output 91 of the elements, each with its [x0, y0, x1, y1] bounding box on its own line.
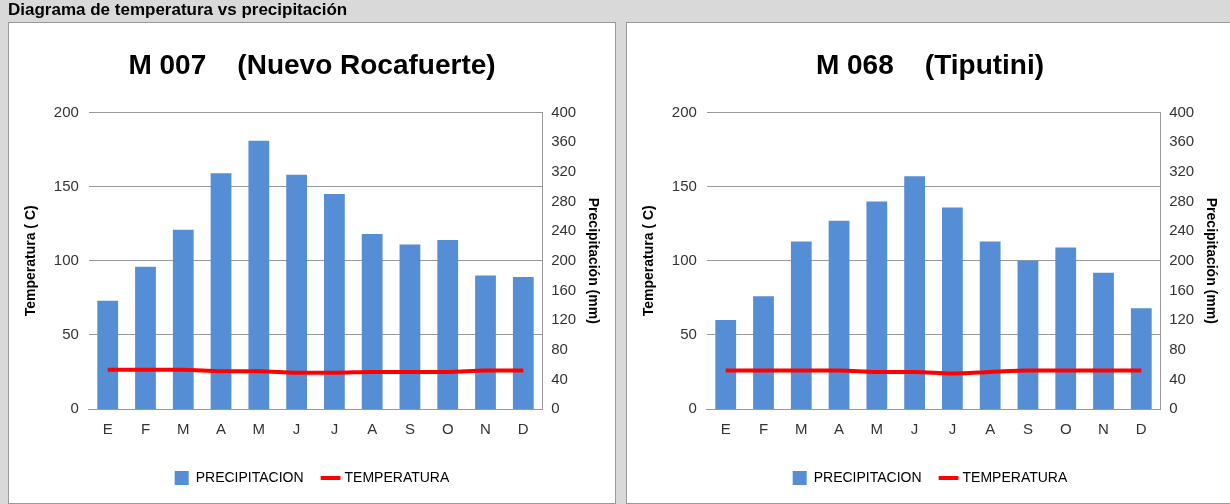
bar — [979, 241, 1001, 409]
x-tick-label: O — [441, 420, 454, 438]
y-axis-title: Temperatura ( C) — [640, 205, 657, 317]
bar — [1017, 260, 1039, 409]
y2-tick-label: 200 — [1169, 250, 1195, 268]
bar — [828, 220, 850, 409]
y-tick-label: 50 — [62, 325, 79, 343]
y-tick-label: 0 — [70, 399, 79, 417]
bar — [942, 207, 963, 409]
y2-axis-title: Precipitación (mm) — [1203, 197, 1220, 324]
bar — [1093, 272, 1114, 409]
y-tick-label: 100 — [671, 250, 697, 268]
y2-tick-label: 280 — [551, 191, 577, 209]
bar — [399, 244, 421, 409]
legend-label: TEMPERATURA — [962, 468, 1068, 485]
bar — [286, 174, 307, 409]
y2-tick-label: 360 — [551, 132, 577, 150]
x-tick-label: M — [177, 420, 190, 438]
bar — [135, 266, 156, 409]
bar — [1055, 247, 1077, 409]
y2-tick-label: 400 — [551, 102, 577, 120]
x-tick-label: A — [834, 420, 845, 438]
x-tick-label: S — [1022, 420, 1033, 438]
y-tick-label: 50 — [680, 325, 697, 343]
bar — [475, 275, 496, 409]
legend-label: PRECIPITACION — [813, 468, 922, 485]
y2-tick-label: 360 — [1169, 132, 1195, 150]
x-tick-label: A — [367, 420, 378, 438]
text: Diagrama de temperatura vs precipitación — [8, 0, 348, 20]
x-tick-label: M — [870, 420, 884, 438]
y2-tick-label: 0 — [1169, 399, 1178, 417]
x-tick-label: A — [985, 420, 996, 438]
x-tick-label: J — [948, 420, 957, 438]
bar — [715, 320, 737, 409]
x-tick-label: M — [252, 420, 266, 438]
y-tick-label: 100 — [53, 250, 79, 268]
y2-tick-label: 160 — [551, 280, 577, 298]
y2-tick-label: 200 — [551, 250, 577, 268]
y2-tick-label: 120 — [1169, 310, 1195, 328]
y2-tick-label: 80 — [1169, 339, 1186, 357]
x-tick-label: E — [102, 420, 113, 438]
bar — [904, 176, 925, 409]
y2-tick-label: 80 — [551, 339, 568, 357]
y2-tick-label: 120 — [551, 310, 577, 328]
bar — [1130, 308, 1152, 409]
x-tick-label: F — [758, 420, 769, 438]
bar — [324, 194, 345, 409]
bar — [172, 229, 194, 409]
y-tick-label: 200 — [53, 102, 79, 120]
bar — [437, 240, 459, 409]
x-tick-label: J — [910, 420, 919, 438]
x-tick-label: O — [1059, 420, 1072, 438]
y2-tick-label: 320 — [551, 162, 577, 180]
y-tick-label: 150 — [53, 176, 79, 194]
bar — [361, 234, 383, 409]
y-tick-label: 0 — [688, 399, 697, 417]
bar — [866, 201, 888, 409]
y-tick-label: 200 — [671, 102, 697, 120]
x-tick-label: J — [292, 420, 301, 438]
y2-tick-label: 160 — [1169, 280, 1195, 298]
x-tick-label: N — [1098, 420, 1109, 438]
x-tick-label: D — [1135, 420, 1147, 438]
x-tick-label: S — [404, 420, 415, 438]
y2-tick-label: 320 — [1169, 162, 1195, 180]
x-tick-label: A — [216, 420, 227, 438]
y-axis-title: Temperatura ( C) — [22, 205, 39, 317]
y2-tick-label: 280 — [1169, 191, 1195, 209]
y2-tick-label: 40 — [1169, 369, 1186, 387]
y2-tick-label: 40 — [551, 369, 568, 387]
x-tick-label: N — [480, 420, 491, 438]
bar — [753, 296, 774, 409]
x-tick-label: D — [517, 420, 529, 438]
y-tick-label: 150 — [671, 176, 697, 194]
legend-label: PRECIPITACION — [195, 468, 304, 485]
y2-tick-label: 240 — [551, 221, 577, 239]
chart-title: M 068 (Tiputini) — [815, 48, 1045, 80]
bar — [210, 173, 232, 409]
x-tick-label: E — [720, 420, 731, 438]
legend-label: TEMPERATURA — [344, 468, 450, 485]
bar — [248, 140, 270, 409]
x-tick-label: M — [795, 420, 808, 438]
y2-axis-title: Precipitación (mm) — [585, 197, 602, 324]
bar — [790, 241, 812, 409]
chart-title: M 007 (Nuevo Rocafuerte) — [128, 48, 496, 80]
bar — [97, 300, 119, 409]
x-tick-label: F — [140, 420, 151, 438]
x-tick-label: J — [330, 420, 339, 438]
bar — [512, 277, 534, 409]
y2-tick-label: 240 — [1169, 221, 1195, 239]
y2-tick-label: 0 — [551, 399, 560, 417]
y2-tick-label: 400 — [1169, 102, 1195, 120]
